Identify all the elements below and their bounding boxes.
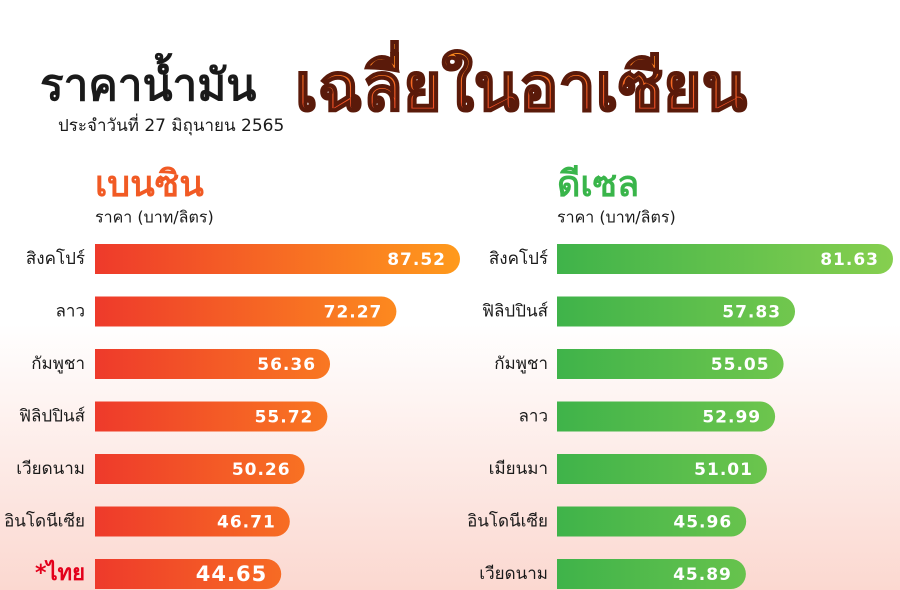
category-label: อินโดนีเซีย xyxy=(467,511,548,532)
bar xyxy=(95,349,331,379)
section-title: ดีเซล xyxy=(557,164,639,205)
value-label: 44.65 xyxy=(196,562,267,586)
category-label: ฟิลิปปินส์ xyxy=(19,407,86,427)
category-label: กัมพูชา xyxy=(31,354,85,374)
category-label: อินโดนีเซีย xyxy=(4,511,85,532)
title: ราคาน้ำมัน xyxy=(40,52,256,111)
bar xyxy=(557,349,784,379)
bar xyxy=(557,506,747,537)
category-label: สิงคโปร์ xyxy=(26,248,85,269)
bar xyxy=(557,244,893,274)
value-label: 50.26 xyxy=(232,460,291,480)
category-label: กัมพูชา xyxy=(494,354,548,374)
bar xyxy=(95,506,290,537)
category-label: ฟิลิปปินส์ xyxy=(482,302,549,322)
bar xyxy=(557,296,796,327)
value-label: 55.05 xyxy=(711,355,770,375)
value-label: 81.63 xyxy=(820,250,879,270)
value-label: 56.36 xyxy=(257,355,316,375)
category-label: *ไทย xyxy=(35,559,85,586)
value-label: 57.83 xyxy=(722,303,781,323)
bar xyxy=(95,559,282,589)
value-label: 87.52 xyxy=(387,250,446,270)
section-subtitle: ราคา (บาท/ลิตร) xyxy=(557,208,676,227)
category-label: เมียนมา xyxy=(489,459,548,479)
value-label: 46.71 xyxy=(217,513,276,533)
value-label: 72.27 xyxy=(324,303,383,323)
category-label: สิงคโปร์ xyxy=(489,248,548,269)
section-subtitle: ราคา (บาท/ลิตร) xyxy=(95,208,214,227)
bar xyxy=(95,401,328,432)
bar xyxy=(557,401,776,432)
bar xyxy=(95,296,397,327)
section-title: เบนซิน xyxy=(95,164,204,205)
value-label: 52.99 xyxy=(702,408,761,428)
bar xyxy=(95,454,305,484)
value-label: 45.89 xyxy=(673,565,732,585)
bar xyxy=(557,559,746,589)
bar xyxy=(95,244,460,274)
bar xyxy=(557,454,767,484)
category-label: ลาว xyxy=(518,407,548,427)
category-label: เวียดนาม xyxy=(16,459,85,479)
value-label: 45.96 xyxy=(673,513,732,533)
category-label: เวียดนาม xyxy=(479,564,548,584)
category-label: ลาว xyxy=(55,302,85,322)
value-label: 55.72 xyxy=(255,408,314,428)
value-label: 51.01 xyxy=(694,460,753,480)
title-emphasis: เฉลี่ยในอาเซียน xyxy=(295,40,747,126)
subtitle: ประจำวันที่ 27 มิถุนายน 2565 xyxy=(58,113,284,136)
